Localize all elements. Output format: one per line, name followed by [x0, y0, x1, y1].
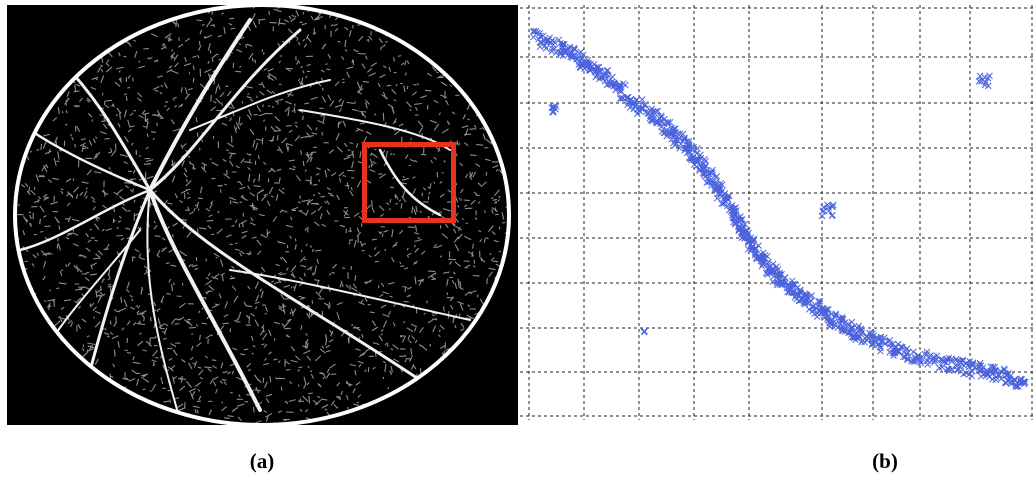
points — [530, 28, 1028, 390]
page: {"panels": [{"label": "(a)"}, {"label": … — [0, 0, 1035, 490]
retina-image — [7, 5, 518, 430]
point-plot — [520, 5, 1035, 420]
figure: (a) (b) — [0, 0, 1035, 490]
cross-markers — [530, 28, 1028, 390]
panel-label: (a) — [250, 449, 275, 473]
panel-label: (b) — [872, 449, 898, 473]
